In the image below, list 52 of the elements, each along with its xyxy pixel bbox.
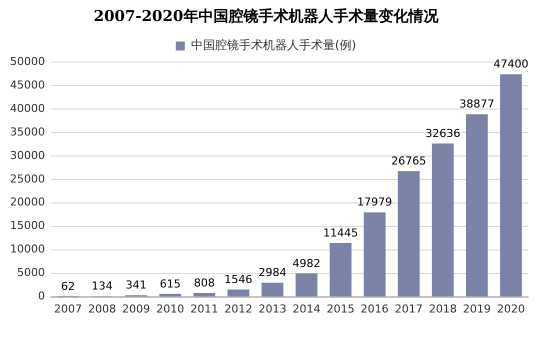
y-tick-label: 15000 (10, 219, 45, 232)
data-label: 17979 (357, 196, 392, 209)
data-label: 32636 (425, 126, 460, 140)
legend-label: 中国腔镜手术机器人手术量(例) (190, 38, 356, 52)
data-label: 4982 (292, 256, 321, 270)
bar (193, 293, 216, 296)
bar (227, 290, 250, 296)
x-tick-label: 2016 (360, 302, 389, 316)
y-tick-label: 0 (38, 290, 45, 303)
y-tick-label: 20000 (10, 196, 45, 209)
x-tick-label: 2008 (88, 302, 116, 316)
data-label: 62 (61, 280, 76, 293)
x-tick-label: 2013 (258, 302, 286, 316)
x-tick-label: 2009 (122, 302, 150, 316)
x-tick-label: 2012 (224, 302, 252, 316)
data-label: 341 (126, 278, 147, 292)
y-tick-label: 25000 (10, 172, 45, 186)
x-tick-label: 2015 (326, 302, 355, 316)
x-tick-label: 2010 (156, 302, 184, 316)
bar (296, 273, 318, 296)
bar (330, 243, 352, 296)
y-tick-label: 50000 (10, 54, 45, 68)
x-tick-label: 2007 (54, 302, 82, 316)
y-tick-label: 35000 (10, 125, 45, 138)
data-label: 47400 (493, 58, 528, 71)
bar (262, 282, 284, 296)
data-label: 38877 (459, 98, 494, 111)
y-tick-label: 30000 (10, 148, 45, 162)
bar (159, 294, 182, 296)
bar (500, 74, 522, 296)
x-tick-label: 2020 (496, 302, 525, 316)
bar (364, 212, 386, 296)
data-label: 2984 (258, 266, 286, 280)
data-label: 1546 (224, 272, 252, 286)
bar (466, 114, 488, 296)
x-tick-label: 2014 (292, 302, 321, 316)
data-label: 134 (92, 280, 113, 293)
x-tick-label: 2019 (462, 302, 491, 316)
y-tick-label: 10000 (10, 242, 45, 256)
x-tick-label: 2011 (190, 302, 218, 316)
data-label: 11445 (323, 226, 358, 240)
x-tick-label: 2017 (394, 302, 423, 316)
data-label: 808 (194, 276, 215, 290)
chart-title: 2007-2020年中国腔镜手术机器人手术量变化情况 (94, 6, 440, 25)
bar (398, 171, 420, 296)
y-tick-label: 5000 (16, 266, 45, 280)
data-label: 615 (160, 277, 181, 290)
bar (432, 144, 454, 296)
y-tick-label: 40000 (10, 102, 45, 115)
y-tick-label: 45000 (10, 78, 45, 92)
x-tick-label: 2018 (428, 302, 457, 316)
data-label: 26765 (391, 154, 426, 168)
